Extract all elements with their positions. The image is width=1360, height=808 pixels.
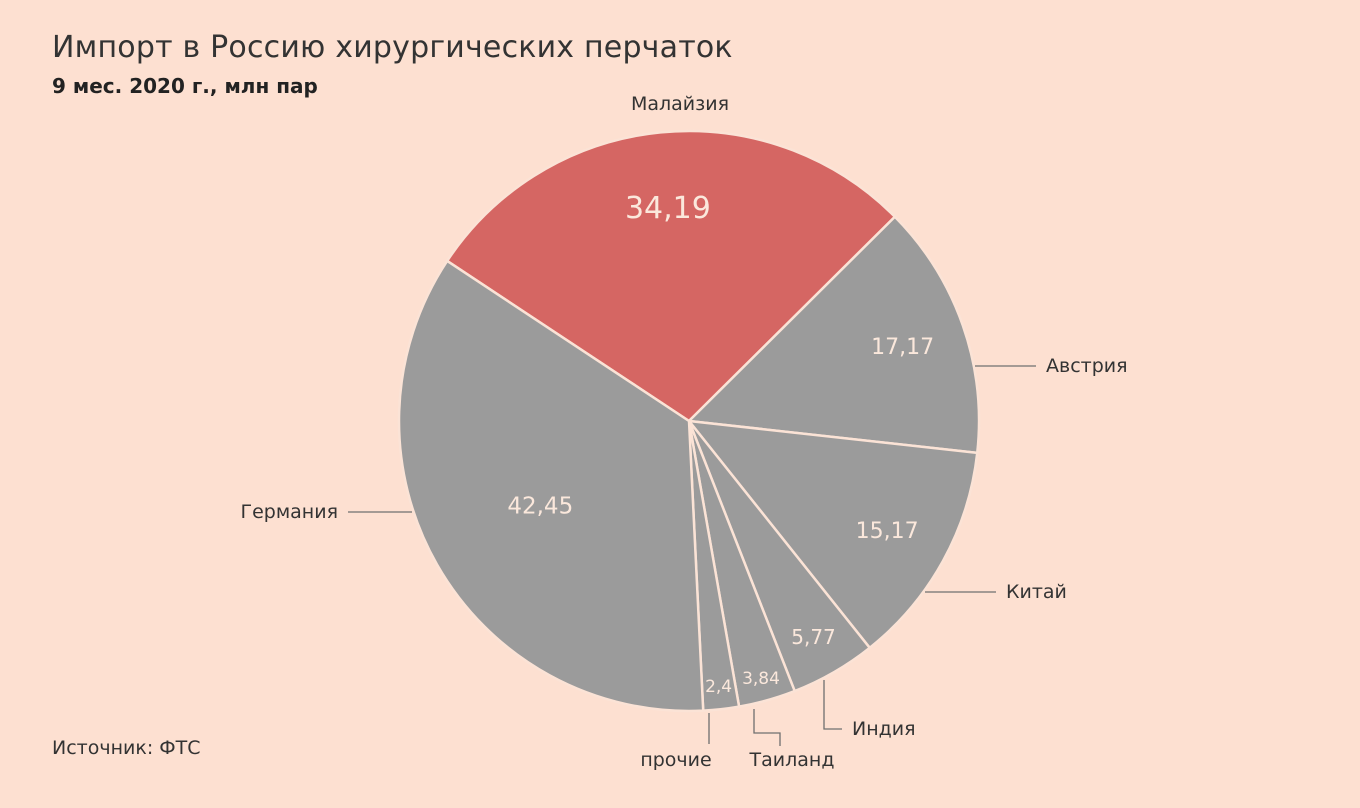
- slice-value-label: 42,45: [507, 494, 573, 520]
- chart-subtitle: 9 мес. 2020 г., млн пар: [52, 74, 318, 98]
- slice-value-label: 3,84: [742, 669, 780, 689]
- slice-value-label: 17,17: [871, 335, 934, 360]
- slice-2: [687, 419, 979, 650]
- category-label: Таиланд: [749, 749, 835, 771]
- chart-title: Импорт в Россию хирургических перчаток: [52, 30, 733, 65]
- slice-value-label: 15,17: [856, 519, 919, 544]
- leader-line: [753, 709, 781, 746]
- category-label: Индия: [852, 718, 916, 740]
- category-label: Германия: [240, 501, 338, 523]
- slice-1: [687, 215, 981, 455]
- category-label: прочие: [640, 749, 711, 771]
- slice-value-label: 2,4: [705, 677, 732, 697]
- slice-value-label: 34,19: [625, 191, 711, 226]
- source-note: Источник: ФТС: [52, 737, 201, 759]
- slice-6: [397, 259, 705, 713]
- category-label: Малайзия: [631, 93, 729, 115]
- leader-line: [823, 680, 842, 730]
- category-label: Австрия: [1046, 355, 1128, 377]
- slice-value-label: 5,77: [791, 625, 836, 649]
- slice-0: [445, 129, 897, 423]
- category-label: Китай: [1006, 581, 1067, 603]
